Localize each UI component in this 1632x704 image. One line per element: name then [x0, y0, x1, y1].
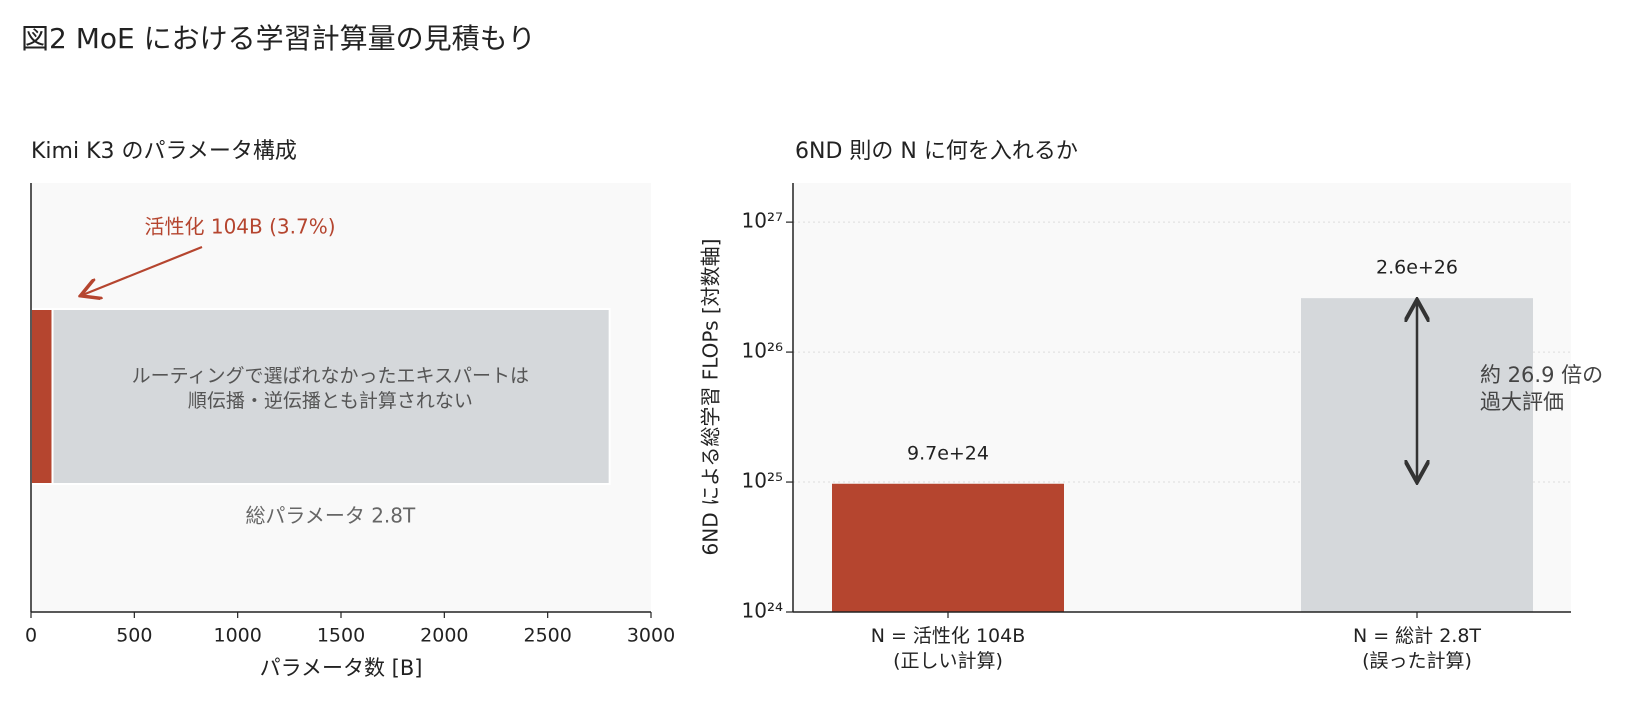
bar — [832, 484, 1064, 612]
y-tick-label: 10²⁷ — [742, 209, 783, 233]
subplot-title: Kimi K3 のパラメータ構成 — [31, 139, 297, 164]
x-tick-label: 1000 — [213, 625, 261, 647]
y-tick-label: 10²⁵ — [742, 469, 783, 493]
value-label: 9.7e+24 — [907, 442, 989, 464]
annotation: 約 26.9 倍の 過大評価 — [1480, 362, 1603, 416]
x-axis-label: パラメータ数 [B] — [260, 656, 423, 680]
y-tick-label: 10²⁶ — [742, 339, 783, 363]
x-tick-label: 3000 — [627, 625, 675, 647]
value-label: 2.6e+26 — [1376, 257, 1458, 279]
annotation: ルーティングで選ばれなかったエキスパートは 順伝播・逆伝播とも計算されない — [132, 364, 529, 414]
x-tick-label: 500 — [116, 625, 152, 647]
x-tick-label: 1500 — [317, 625, 365, 647]
bar — [31, 309, 52, 484]
x-tick-label: 2000 — [420, 625, 468, 647]
value-label: 活性化 104B (3.7%) — [144, 215, 335, 239]
x-tick-label: N = 活性化 104B (正しい計算) — [871, 624, 1026, 674]
figure-title: 図2 MoE における学習計算量の見積もり — [21, 22, 536, 55]
subplot-title: 6ND 則の N に何を入れるか — [795, 139, 1078, 164]
value-label: 総パラメータ 2.8T — [245, 504, 416, 528]
y-tick-label: 10²⁴ — [742, 599, 783, 623]
x-tick-label: 0 — [25, 625, 37, 647]
x-tick-label: 2500 — [523, 625, 571, 647]
x-tick-label: N = 総計 2.8T (誤った計算) — [1353, 624, 1481, 674]
y-axis-label: 6ND による総学習 FLOPs [対数軸] — [699, 239, 723, 556]
